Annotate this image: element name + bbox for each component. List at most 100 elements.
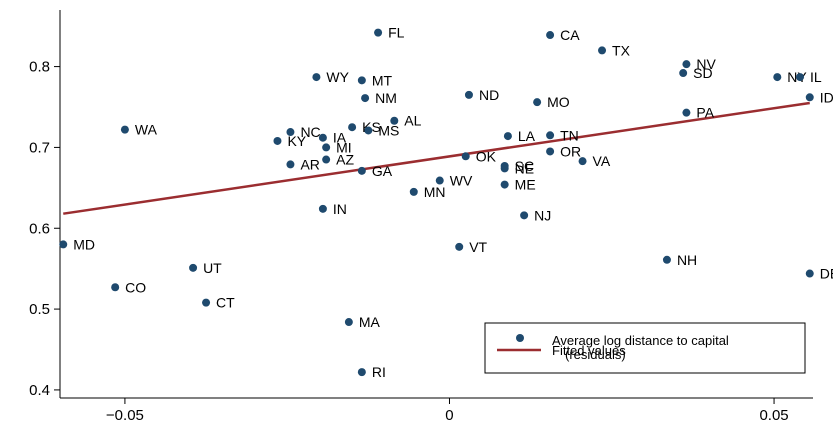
data-point-label: IL xyxy=(810,69,822,85)
data-point-label: ND xyxy=(479,87,499,103)
data-point-label: NH xyxy=(677,252,697,268)
data-point xyxy=(364,126,373,135)
y-tick-label: 0.8 xyxy=(29,59,50,76)
data-point-label: MO xyxy=(547,94,570,110)
plot-frame xyxy=(59,10,813,399)
data-point-label: MD xyxy=(73,236,95,252)
data-point-label: WV xyxy=(450,173,473,189)
data-point xyxy=(679,69,688,78)
data-point xyxy=(773,73,782,82)
data-point-label: OK xyxy=(476,148,497,164)
data-point xyxy=(111,283,120,292)
data-point xyxy=(546,31,555,40)
legend-point-marker xyxy=(516,334,524,342)
data-point-label: VA xyxy=(593,153,611,169)
x-tick-label: 0.05 xyxy=(759,407,788,422)
data-point-label: CO xyxy=(125,279,146,295)
data-point xyxy=(120,125,129,134)
data-point xyxy=(374,28,383,37)
data-point-label: SC xyxy=(515,158,534,174)
data-point xyxy=(533,98,542,107)
y-tick-label: 0.5 xyxy=(29,301,50,318)
legend-scatter-label-line2: (residuals) xyxy=(565,347,626,362)
data-point-label: NV xyxy=(696,56,716,72)
data-point-label: PA xyxy=(696,105,714,121)
legend-box xyxy=(484,322,806,374)
data-point xyxy=(682,60,691,69)
data-point xyxy=(348,123,357,132)
data-point xyxy=(273,136,282,145)
data-point xyxy=(357,76,366,85)
data-point xyxy=(357,368,366,377)
data-point xyxy=(361,94,370,103)
data-point xyxy=(409,187,418,196)
data-point xyxy=(578,157,587,166)
data-point-label: NE xyxy=(515,160,534,176)
data-point-label: CA xyxy=(560,27,580,43)
data-point xyxy=(796,73,805,82)
data-point-label: NM xyxy=(375,90,397,106)
data-point xyxy=(662,255,671,264)
x-axis: −0.05 0 0.05 xyxy=(106,398,789,422)
data-point-label: SD xyxy=(693,65,712,81)
data-point-label: LA xyxy=(518,128,536,144)
y-tick-label: 0.4 xyxy=(29,382,50,399)
data-point-label: DE xyxy=(820,266,833,282)
data-point-label: ME xyxy=(515,177,536,193)
legend: Average log distance to capital (residua… xyxy=(484,322,806,374)
data-point xyxy=(312,73,321,82)
data-point-label: TN xyxy=(560,127,579,143)
data-point-label: MS xyxy=(378,122,399,138)
data-point xyxy=(682,108,691,117)
data-point xyxy=(598,46,607,55)
fitted-values-line xyxy=(63,101,810,215)
data-point-label: NJ xyxy=(534,207,551,223)
data-point-label: GA xyxy=(372,163,393,179)
data-point-label: IA xyxy=(333,130,347,146)
data-point xyxy=(202,298,211,307)
data-point xyxy=(520,211,529,220)
legend-scatter-label-line1: Average log distance to capital xyxy=(552,333,729,348)
data-point-label: TX xyxy=(612,42,631,58)
data-point-label: MA xyxy=(359,314,381,330)
data-point-label: AZ xyxy=(336,152,354,168)
data-point xyxy=(805,269,814,278)
data-point-label: ID xyxy=(820,89,833,105)
fitted-line-layer xyxy=(63,101,810,215)
data-point-label: NC xyxy=(300,124,320,140)
data-point xyxy=(435,176,444,185)
data-point-label: MN xyxy=(424,184,446,200)
data-point-label: OR xyxy=(560,143,581,159)
data-point xyxy=(286,128,295,137)
data-point-label: MT xyxy=(372,72,393,88)
y-axis: 0.4 0.5 0.6 0.7 0.8 xyxy=(29,59,60,399)
data-point xyxy=(390,116,399,125)
data-point xyxy=(503,132,512,141)
data-point-label: UT xyxy=(203,260,222,276)
data-point xyxy=(546,131,555,140)
data-point xyxy=(286,160,295,169)
data-point xyxy=(500,164,509,173)
x-tick-label: 0 xyxy=(445,407,453,422)
data-point xyxy=(464,90,473,99)
data-point-label: AR xyxy=(300,156,319,172)
data-point xyxy=(318,133,327,142)
data-point-label: KY xyxy=(287,133,306,149)
data-point xyxy=(322,143,331,152)
data-point xyxy=(500,180,509,189)
data-point xyxy=(344,318,353,327)
data-point xyxy=(455,242,464,251)
data-point xyxy=(805,93,814,102)
data-point-label: IN xyxy=(333,201,347,217)
data-point xyxy=(357,166,366,175)
data-point xyxy=(546,147,555,156)
data-point-label: AL xyxy=(404,113,421,129)
y-tick-label: 0.7 xyxy=(29,139,50,156)
y-tick-label: 0.6 xyxy=(29,220,50,237)
data-point xyxy=(461,152,470,161)
data-point-label: FL xyxy=(388,25,405,41)
x-tick-label: −0.05 xyxy=(106,407,144,422)
legend-fit-label: Fitted values xyxy=(552,343,626,358)
data-point-label: MI xyxy=(336,139,352,155)
